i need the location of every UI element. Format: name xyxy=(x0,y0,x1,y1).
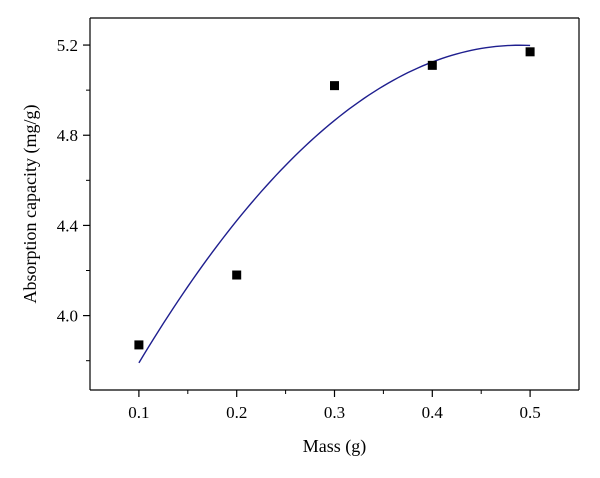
x-tick-label: 0.5 xyxy=(519,403,540,422)
fit-curve xyxy=(138,44,531,364)
y-axis-label: Absorption capacity (mg/g) xyxy=(20,105,41,304)
data-points-layer xyxy=(134,47,535,350)
data-point xyxy=(134,340,144,350)
tick-labels: 0.1 0.2 0.3 0.4 0.5 4.0 4.4 4.8 5.2 xyxy=(57,36,541,422)
data-point xyxy=(232,270,242,280)
data-point xyxy=(525,47,535,57)
data-point xyxy=(330,81,339,91)
data-point xyxy=(427,60,437,70)
x-tick-label: 0.4 xyxy=(422,403,444,422)
fit-curve-layer xyxy=(138,44,531,364)
axis-ticks xyxy=(83,44,531,397)
x-axis-label: Mass (g) xyxy=(303,436,367,457)
y-tick-label: 4.0 xyxy=(57,307,78,326)
x-tick-label: 0.1 xyxy=(128,403,149,422)
y-tick-label: 5.2 xyxy=(57,36,78,55)
y-tick-label: 4.4 xyxy=(57,216,79,235)
plot-frame xyxy=(89,17,580,391)
x-tick-label: 0.3 xyxy=(324,403,345,422)
y-tick-label: 4.8 xyxy=(57,126,78,145)
x-tick-label: 0.2 xyxy=(226,403,247,422)
